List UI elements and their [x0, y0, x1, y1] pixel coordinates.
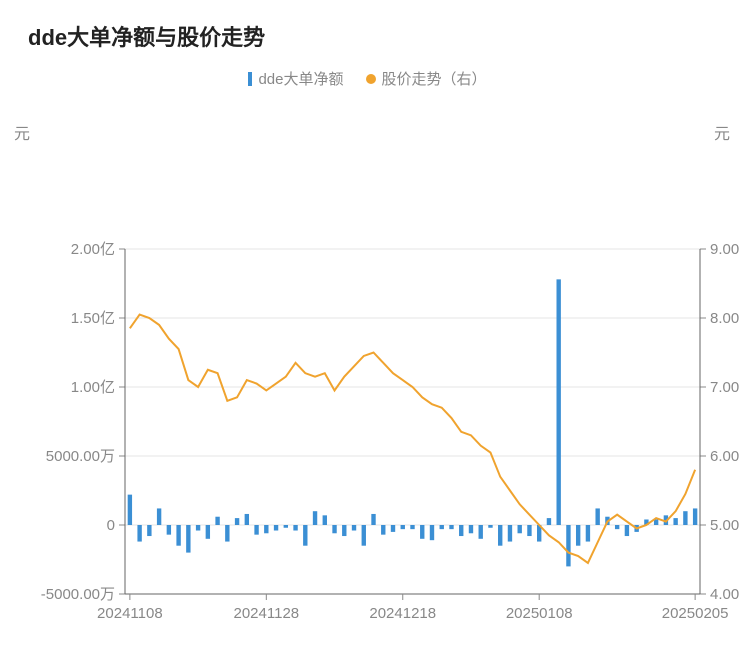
- right-axis-unit: 元: [714, 120, 730, 144]
- svg-text:5000.00万: 5000.00万: [46, 448, 115, 465]
- chart-plot: -5000.00万 0 5000.00万 1.00亿 1.50亿 2.00亿 4.00 5.0…: [10, 99, 750, 657]
- left-axis-unit: 元: [14, 120, 30, 144]
- legend-item-line: 股价走势（右）: [366, 68, 487, 89]
- svg-text:6.00: 6.00: [710, 448, 739, 465]
- legend-bar-swatch: [248, 72, 252, 86]
- svg-text:-5000.00万: -5000.00万: [41, 586, 115, 603]
- svg-text:20241218: 20241218: [369, 605, 436, 622]
- legend-dot-swatch: [366, 74, 376, 84]
- svg-text:20250108: 20250108: [506, 605, 573, 622]
- legend-bar-label: dde大单净额: [258, 68, 343, 89]
- svg-text:20250205: 20250205: [662, 605, 729, 622]
- legend-line-label: 股价走势（右）: [382, 68, 487, 89]
- svg-text:20241128: 20241128: [234, 605, 300, 622]
- legend: dde大单净额 股价走势（右）: [10, 68, 725, 89]
- svg-text:1.00亿: 1.00亿: [71, 379, 115, 396]
- svg-text:2.00亿: 2.00亿: [71, 241, 115, 258]
- svg-text:9.00: 9.00: [710, 241, 739, 258]
- svg-text:1.50亿: 1.50亿: [71, 310, 115, 327]
- svg-text:4.00: 4.00: [710, 586, 739, 603]
- svg-text:0: 0: [107, 517, 115, 534]
- chart-container: dde大单净额与股价走势 dde大单净额 股价走势（右） 元 元 -5000.0…: [0, 0, 750, 558]
- legend-item-bar: dde大单净额: [248, 68, 343, 89]
- svg-text:7.00: 7.00: [710, 379, 739, 396]
- chart-title: dde大单净额与股价走势: [28, 20, 725, 52]
- svg-text:5.00: 5.00: [710, 517, 739, 534]
- svg-text:20241108: 20241108: [97, 605, 163, 622]
- svg-text:8.00: 8.00: [710, 310, 739, 327]
